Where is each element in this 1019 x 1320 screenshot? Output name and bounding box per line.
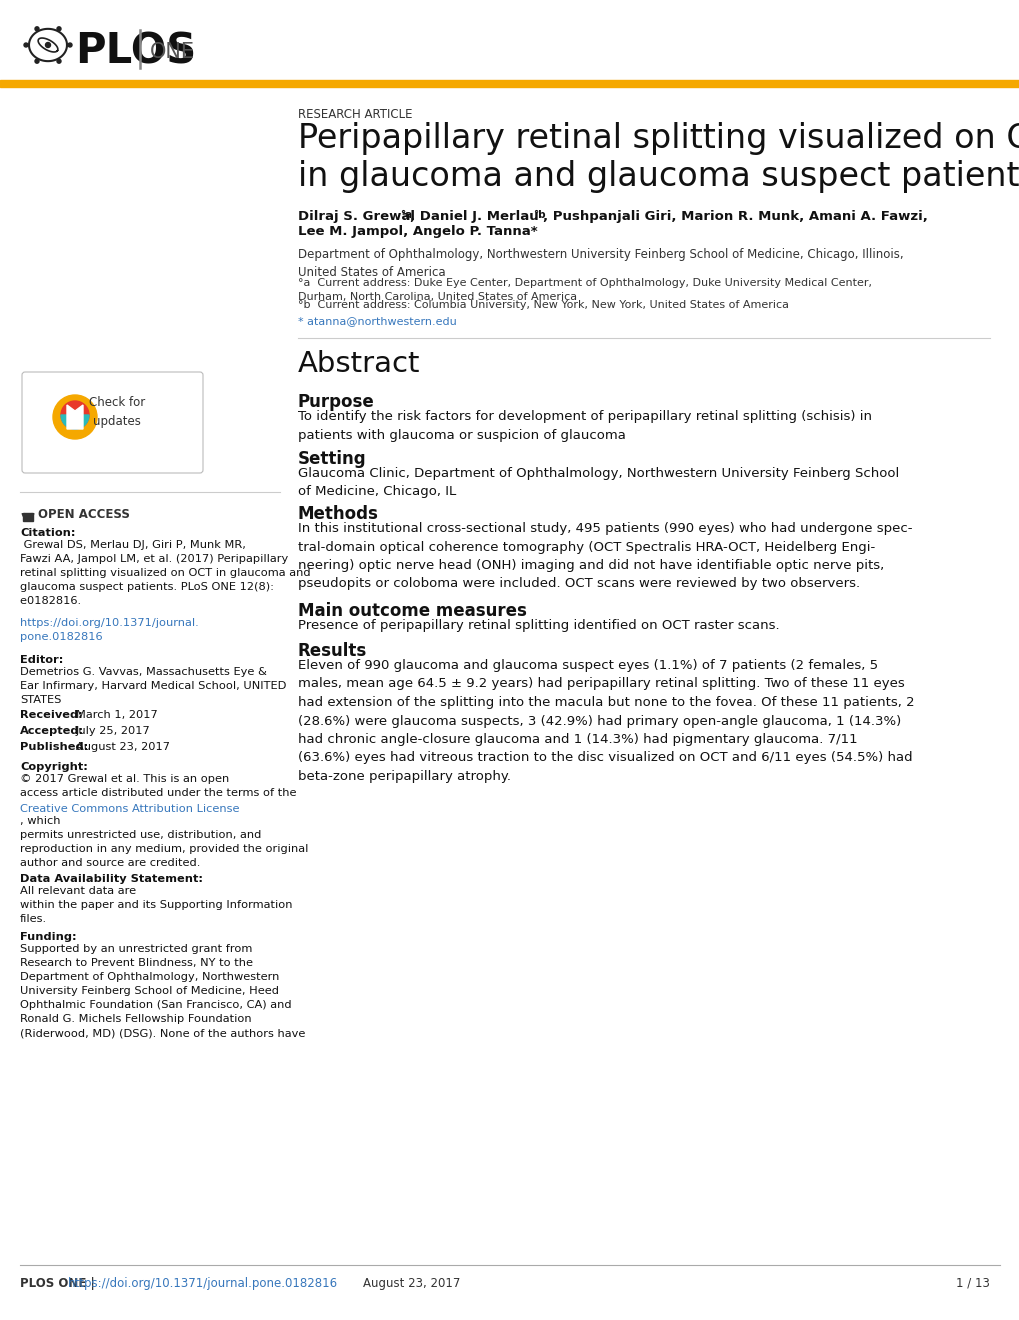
Text: °b: °b xyxy=(533,210,545,220)
Text: ONE: ONE xyxy=(150,42,195,62)
Text: Department of Ophthalmology, Northwestern University Feinberg School of Medicine: Department of Ophthalmology, Northwester… xyxy=(298,248,903,279)
Text: Glaucoma Clinic, Department of Ophthalmology, Northwestern University Feinberg S: Glaucoma Clinic, Department of Ophthalmo… xyxy=(298,467,899,499)
Bar xyxy=(23,513,33,521)
Text: https://doi.org/10.1371/journal.pone.0182816: https://doi.org/10.1371/journal.pone.018… xyxy=(68,1276,337,1290)
Circle shape xyxy=(57,59,61,63)
Text: All relevant data are
within the paper and its Supporting Information
files.: All relevant data are within the paper a… xyxy=(20,886,292,924)
Circle shape xyxy=(35,59,39,63)
Text: Editor:: Editor: xyxy=(20,655,63,665)
Circle shape xyxy=(46,42,51,48)
Text: Demetrios G. Vavvas, Massachusetts Eye &
Ear Infirmary, Harvard Medical School, : Demetrios G. Vavvas, Massachusetts Eye &… xyxy=(20,667,286,705)
Text: , Pushpanjali Giri, Marion R. Munk, Amani A. Fawzi,: , Pushpanjali Giri, Marion R. Munk, Aman… xyxy=(542,210,927,223)
Bar xyxy=(0,81,1019,87)
Text: Presence of peripapillary retinal splitting identified on OCT raster scans.: Presence of peripapillary retinal splitt… xyxy=(298,619,779,632)
Text: July 25, 2017: July 25, 2017 xyxy=(76,726,151,737)
Text: Purpose: Purpose xyxy=(298,393,374,411)
Text: PLOS: PLOS xyxy=(75,30,196,73)
Text: To identify the risk factors for development of peripapillary retinal splitting : To identify the risk factors for develop… xyxy=(298,411,871,441)
Circle shape xyxy=(24,44,28,48)
Text: Accepted:: Accepted: xyxy=(20,726,84,737)
Text: Dilraj S. Grewal: Dilraj S. Grewal xyxy=(298,210,415,223)
Circle shape xyxy=(53,395,97,440)
Text: Funding:: Funding: xyxy=(20,932,76,942)
Text: Main outcome measures: Main outcome measures xyxy=(298,602,527,620)
Text: Supported by an unrestricted grant from
Research to Prevent Blindness, NY to the: Supported by an unrestricted grant from … xyxy=(20,944,305,1038)
Text: RESEARCH ARTICLE: RESEARCH ARTICLE xyxy=(298,108,412,121)
Text: °b  Current address: Columbia University, New York, New York, United States of A: °b Current address: Columbia University,… xyxy=(298,300,789,310)
Text: Check for
updates: Check for updates xyxy=(89,396,145,428)
Text: °a: °a xyxy=(399,210,412,220)
Text: Results: Results xyxy=(298,642,367,660)
Text: August 23, 2017: August 23, 2017 xyxy=(332,1276,460,1290)
Text: Eleven of 990 glaucoma and glaucoma suspect eyes (1.1%) of 7 patients (2 females: Eleven of 990 glaucoma and glaucoma susp… xyxy=(298,659,914,783)
Polygon shape xyxy=(67,405,83,429)
Text: Peripapillary retinal splitting visualized on OCT: Peripapillary retinal splitting visualiz… xyxy=(298,121,1019,154)
Text: Methods: Methods xyxy=(298,506,378,523)
Circle shape xyxy=(61,401,89,429)
Text: OPEN ACCESS: OPEN ACCESS xyxy=(38,508,129,521)
Text: Setting: Setting xyxy=(298,450,366,469)
Text: , Daniel J. Merlau: , Daniel J. Merlau xyxy=(410,210,538,223)
Text: PLOS ONE |: PLOS ONE | xyxy=(20,1276,99,1290)
Circle shape xyxy=(68,44,72,48)
Text: Received:: Received: xyxy=(20,710,83,719)
Text: Copyright:: Copyright: xyxy=(20,762,88,772)
FancyBboxPatch shape xyxy=(22,372,203,473)
Text: Abstract: Abstract xyxy=(298,350,420,378)
Text: August 23, 2017: August 23, 2017 xyxy=(76,742,170,752)
Circle shape xyxy=(57,26,61,30)
Circle shape xyxy=(35,26,39,30)
Text: March 1, 2017: March 1, 2017 xyxy=(76,710,158,719)
Text: 1 / 13: 1 / 13 xyxy=(955,1276,989,1290)
Text: °a  Current address: Duke Eye Center, Department of Ophthalmology, Duke Universi: °a Current address: Duke Eye Center, Dep… xyxy=(298,279,871,302)
Wedge shape xyxy=(61,414,89,429)
Text: in glaucoma and glaucoma suspect patients: in glaucoma and glaucoma suspect patient… xyxy=(298,160,1019,193)
Text: © 2017 Grewal et al. This is an open
access article distributed under the terms : © 2017 Grewal et al. This is an open acc… xyxy=(20,774,297,799)
Text: , which
permits unrestricted use, distribution, and
reproduction in any medium, : , which permits unrestricted use, distri… xyxy=(20,816,308,869)
Text: Data Availability Statement:: Data Availability Statement: xyxy=(20,874,203,884)
Text: Published:: Published: xyxy=(20,742,89,752)
Text: https://doi.org/10.1371/journal.
pone.0182816: https://doi.org/10.1371/journal. pone.01… xyxy=(20,618,199,642)
Text: In this institutional cross-sectional study, 495 patients (990 eyes) who had und: In this institutional cross-sectional st… xyxy=(298,521,912,590)
Text: Grewal DS, Merlau DJ, Giri P, Munk MR,
Fawzi AA, Jampol LM, et al. (2017) Peripa: Grewal DS, Merlau DJ, Giri P, Munk MR, F… xyxy=(20,540,311,606)
Text: Creative Commons Attribution License: Creative Commons Attribution License xyxy=(20,804,239,814)
Text: * atanna@northwestern.edu: * atanna@northwestern.edu xyxy=(298,315,457,326)
Text: Lee M. Jampol, Angelo P. Tanna*: Lee M. Jampol, Angelo P. Tanna* xyxy=(298,224,537,238)
Text: Citation:: Citation: xyxy=(20,528,75,539)
